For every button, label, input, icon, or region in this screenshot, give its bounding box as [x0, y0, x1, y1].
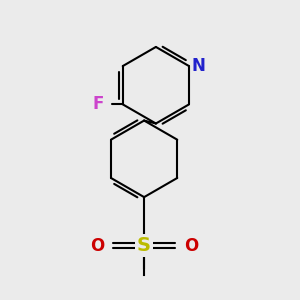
Text: O: O [90, 237, 104, 255]
Text: S: S [137, 236, 151, 255]
Text: F: F [92, 95, 103, 113]
Text: N: N [192, 57, 206, 75]
Text: O: O [184, 237, 198, 255]
